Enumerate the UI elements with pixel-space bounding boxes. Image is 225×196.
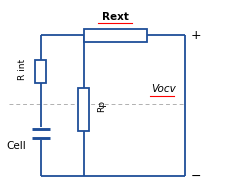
Bar [83,29,146,42]
Text: Rext: Rext [101,12,128,22]
Text: Rp: Rp [97,100,106,112]
Text: +: + [190,29,201,42]
Text: Cell: Cell [7,141,26,151]
Text: R int: R int [18,59,27,80]
Bar [78,88,89,131]
Text: −: − [190,170,200,183]
Text: Vocv: Vocv [151,84,176,94]
Bar [35,60,46,83]
